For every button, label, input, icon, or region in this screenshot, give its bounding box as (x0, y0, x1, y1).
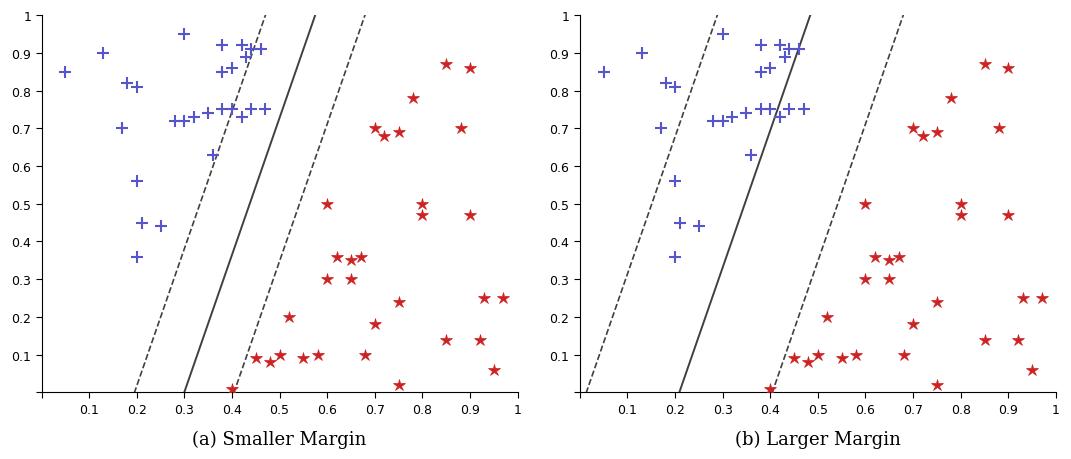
X-axis label: (b) Larger Margin: (b) Larger Margin (735, 430, 901, 448)
X-axis label: (a) Smaller Margin: (a) Smaller Margin (193, 430, 366, 448)
